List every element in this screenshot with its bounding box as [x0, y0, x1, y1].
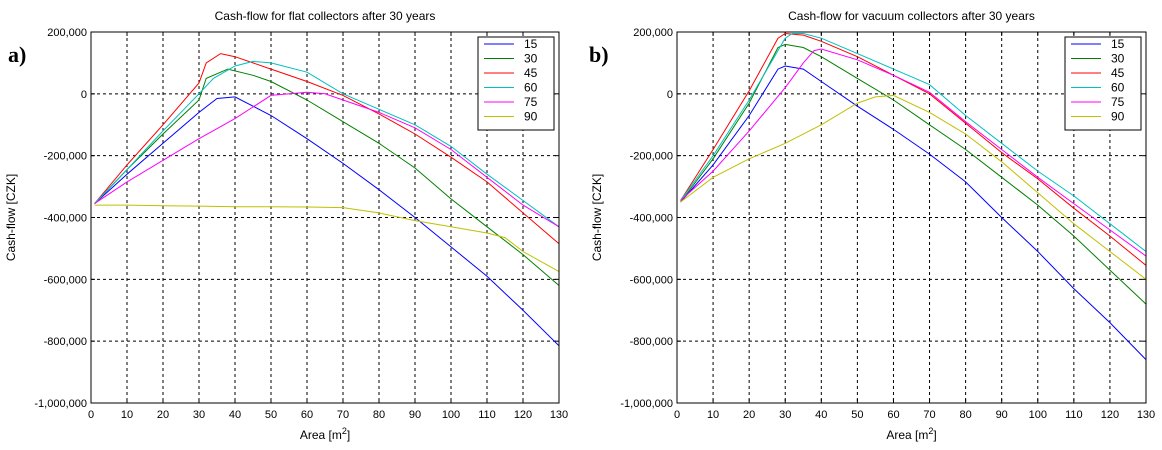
legend-label-15: 15: [524, 37, 538, 51]
x-axis-label: Area [m2]: [300, 426, 350, 442]
x-axis-label-sup: 2: [342, 426, 347, 436]
x-axis-label-end: ]: [933, 428, 936, 442]
chart-panel-b: b) Cash-flow for vacuum collectors after …: [581, 0, 1162, 450]
legend: [477, 36, 555, 131]
legend-label-45: 45: [524, 66, 538, 80]
y-tick-label: -800,000: [44, 336, 87, 348]
legend-label-60: 60: [524, 81, 538, 95]
y-tick-label: 200,000: [47, 27, 87, 39]
x-tick-label: 10: [707, 409, 719, 421]
panel-letter: b): [589, 42, 609, 67]
series-line-30: [94, 68, 559, 286]
chart-panel-a: a) Cash-flow for flat collectors after 30…: [4, 9, 568, 442]
y-axis-label: Cash-flow [CZK]: [590, 174, 604, 261]
x-tick-label: 130: [550, 409, 568, 421]
y-tick-label: -400,000: [630, 213, 673, 225]
x-tick-label: 120: [1101, 409, 1119, 421]
legend: [1064, 36, 1142, 131]
axes-frame: [90, 31, 560, 404]
y-tick-label: 200,000: [633, 27, 673, 39]
x-tick-label: 60: [887, 409, 899, 421]
x-tick-label: 120: [514, 409, 532, 421]
series-line-60: [94, 60, 559, 228]
series-line-75: [94, 91, 559, 228]
x-tick-label: 50: [265, 409, 277, 421]
x-tick-label: 100: [442, 409, 460, 421]
series-line-90: [94, 204, 559, 273]
chart-title: Cash-flow for vacuum collectors after 30…: [788, 9, 1035, 23]
axes-frame: [676, 31, 1147, 404]
y-tick-label: -600,000: [44, 274, 87, 286]
x-tick-label: 130: [1137, 409, 1155, 421]
x-tick-label: 100: [1029, 409, 1047, 421]
x-tick-label: 40: [229, 409, 241, 421]
x-tick-label: 90: [996, 409, 1008, 421]
legend-label-75: 75: [524, 95, 538, 109]
series-line-45: [680, 32, 1146, 266]
series-line-75: [680, 48, 1146, 257]
x-tick-label: 110: [478, 409, 496, 421]
y-axis-label: Cash-flow [CZK]: [4, 174, 18, 261]
y-tick-label: -1,000,000: [620, 398, 673, 410]
chart-a: a) Cash-flow for flat collectors after 30…: [4, 9, 568, 442]
y-tick-label: 0: [667, 89, 673, 101]
x-tick-label: 40: [815, 409, 827, 421]
x-axis-label-end: ]: [347, 428, 350, 442]
x-tick-label: 10: [121, 409, 133, 421]
series-line-15: [94, 96, 559, 347]
x-tick-label: 30: [193, 409, 205, 421]
legend-label-30: 30: [524, 52, 538, 66]
x-axis-label: Area [m2]: [886, 426, 936, 442]
x-tick-label: 60: [301, 409, 313, 421]
legend-label-30: 30: [1111, 52, 1125, 66]
x-tick-label: 70: [923, 409, 935, 421]
legend-label-90: 90: [1111, 110, 1125, 124]
x-tick-label: 20: [743, 409, 755, 421]
y-tick-label: -600,000: [630, 274, 673, 286]
x-tick-label: 0: [88, 409, 94, 421]
series-line-45: [94, 53, 559, 245]
legend-label-15: 15: [1111, 37, 1125, 51]
legend-label-45: 45: [1111, 66, 1125, 80]
series-line-15: [680, 65, 1146, 361]
x-tick-label: 110: [1065, 409, 1083, 421]
legend-label-75: 75: [1111, 95, 1125, 109]
x-axis-label-main: Area [m: [300, 428, 342, 442]
y-tick-label: -1,000,000: [34, 398, 87, 410]
y-tick-label: -400,000: [44, 213, 87, 225]
x-tick-label: 20: [157, 409, 169, 421]
panel-letter: a): [8, 42, 26, 67]
x-tick-label: 70: [337, 409, 349, 421]
chart-b: b) Cash-flow for vacuum collectors after …: [589, 9, 1155, 442]
x-axis-label-main: Area [m: [886, 428, 928, 442]
y-tick-label: 0: [81, 89, 87, 101]
x-tick-label: 0: [674, 409, 680, 421]
y-tick-label: -200,000: [44, 151, 87, 163]
chart-title: Cash-flow for flat collectors after 30 y…: [215, 9, 436, 23]
x-tick-label: 50: [851, 409, 863, 421]
x-tick-label: 80: [373, 409, 385, 421]
series-group: [680, 32, 1146, 361]
series-line-90: [680, 94, 1146, 280]
y-tick-label: -800,000: [630, 336, 673, 348]
series-group: [94, 53, 559, 347]
series-line-60: [680, 33, 1146, 252]
legend-label-60: 60: [1111, 81, 1125, 95]
x-tick-label: 30: [779, 409, 791, 421]
x-axis-label-sup: 2: [928, 426, 933, 436]
x-tick-label: 80: [959, 409, 971, 421]
y-tick-label: -200,000: [630, 151, 673, 163]
legend-label-90: 90: [524, 110, 538, 124]
x-tick-label: 90: [409, 409, 421, 421]
